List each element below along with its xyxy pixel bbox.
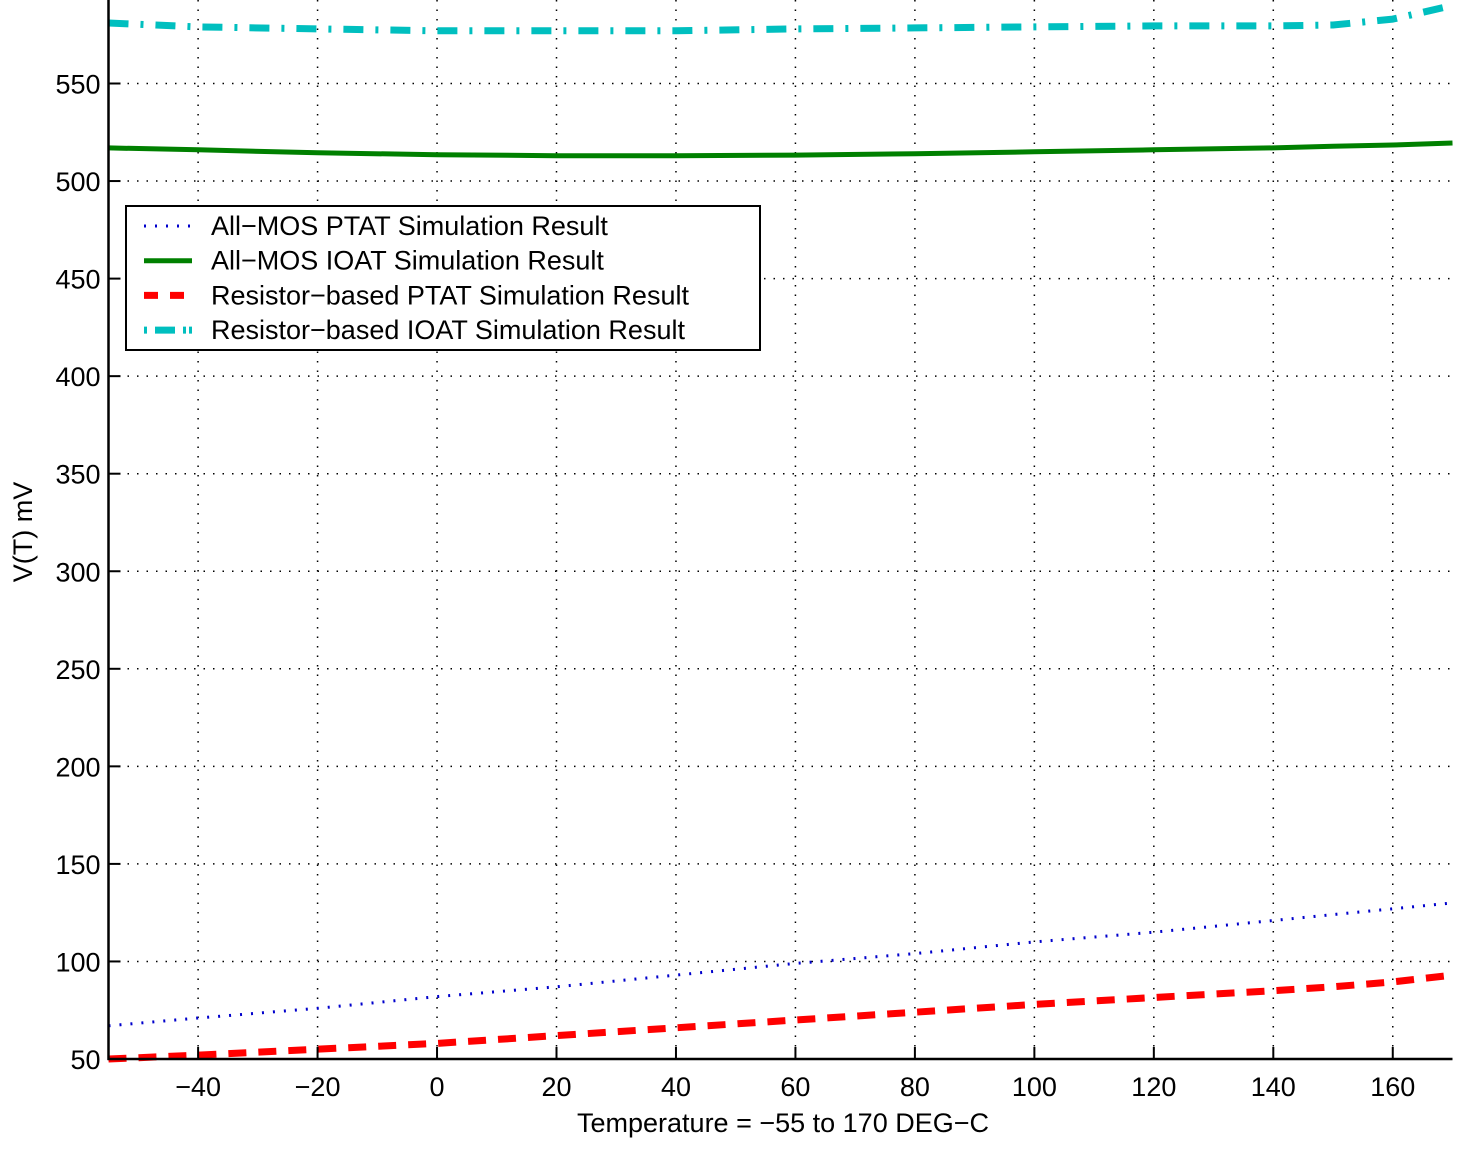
legend-label-0: All−MOS PTAT Simulation Result [211, 211, 608, 241]
legend: All−MOS PTAT Simulation Result All−MOS IO… [125, 205, 761, 351]
x-tick-label: 40 [661, 1072, 691, 1102]
y-tick-label: 250 [55, 655, 100, 685]
x-axis-label: Temperature = −55 to 170 DEG−C [577, 1108, 989, 1138]
legend-label-1: All−MOS IOAT Simulation Result [211, 246, 604, 276]
y-tick-label: 400 [55, 362, 100, 392]
y-tick-label: 550 [55, 70, 100, 100]
x-tick-label: −40 [175, 1072, 221, 1102]
y-tick-label: 300 [55, 557, 100, 587]
y-tick-label: 450 [55, 265, 100, 295]
y-tick-label: 100 [55, 947, 100, 977]
legend-label-3: Resistor−based IOAT Simulation Result [211, 315, 685, 345]
data-series [108, 2, 1454, 1063]
series-line-3 [108, 2, 1454, 35]
x-tick-label: 140 [1251, 1072, 1296, 1102]
x-tick-label: 160 [1370, 1072, 1415, 1102]
x-tick-label: 60 [780, 1072, 810, 1102]
series-line-1 [108, 140, 1453, 159]
grid-lines [108, 0, 1453, 1060]
series-line-0 [108, 901, 1453, 1028]
x-tick-label: −20 [295, 1072, 341, 1102]
x-tick-label: 120 [1131, 1072, 1176, 1102]
y-tick-label: 350 [55, 460, 100, 490]
y-tick-label: 200 [55, 752, 100, 782]
x-tick-label: 20 [541, 1072, 571, 1102]
x-axis-ticks: −40 −20 0 20 40 60 80 100 120 140 160 [175, 1047, 1415, 1102]
y-tick-label: 150 [55, 850, 100, 880]
y-tick-label: 50 [70, 1045, 100, 1075]
y-axis-label: V(T) mV [8, 482, 38, 583]
legend-box [125, 205, 761, 351]
legend-label-2: Resistor−based PTAT Simulation Result [211, 280, 689, 310]
series-line-2 [108, 971, 1453, 1063]
y-axis-ticks: 50 100 150 200 250 300 350 400 450 500 550 [55, 70, 121, 1075]
x-tick-label: 0 [430, 1072, 445, 1102]
axes [107, 0, 1453, 1061]
x-tick-label: 100 [1012, 1072, 1057, 1102]
y-tick-label: 500 [55, 167, 100, 197]
x-tick-label: 80 [900, 1072, 930, 1102]
